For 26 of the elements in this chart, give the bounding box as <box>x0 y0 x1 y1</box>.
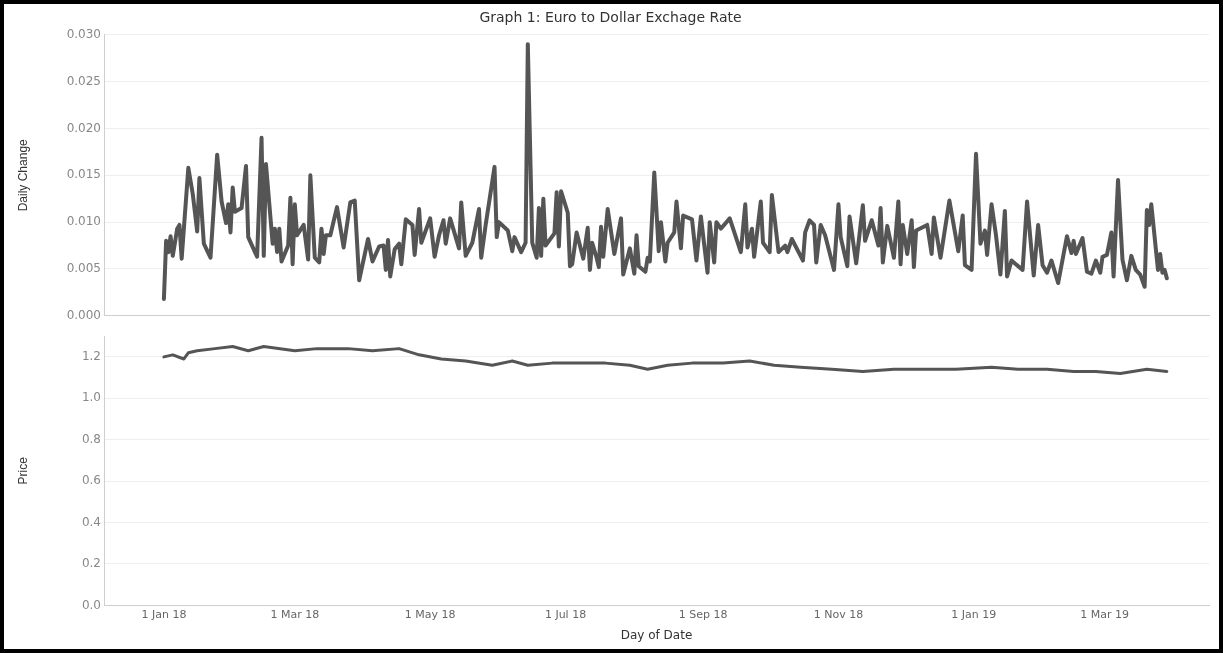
y-tick-label: 0.000 <box>66 307 101 322</box>
y-tick-label: 0.020 <box>66 120 101 135</box>
y-axis-title: Daily Change <box>15 138 30 212</box>
y-axis-title: Price <box>15 456 30 485</box>
y-tick-label: 0.6 <box>81 473 101 488</box>
y-tick-label: 0.030 <box>66 26 101 41</box>
y-tick-label: 1.0 <box>81 390 101 405</box>
x-tick-label: 1 Jan 18 <box>141 607 187 621</box>
chart-title: Graph 1: Euro to Dollar Exchage Rate <box>479 9 742 26</box>
x-tick-label: 1 Sep 18 <box>678 607 728 621</box>
y-tick-label: 0.4 <box>81 514 101 529</box>
y-tick-label: 0.015 <box>66 167 101 182</box>
x-tick-label: 1 Mar 18 <box>270 607 320 621</box>
x-tick-label: 1 Jan 19 <box>951 607 997 621</box>
y-tick-label: 0.8 <box>81 431 101 446</box>
y-tick-label: 0.010 <box>66 214 101 229</box>
y-tick-label: 0.005 <box>66 261 101 276</box>
x-tick-label: 1 May 18 <box>404 607 456 621</box>
x-axis-title: Day of Date <box>620 627 693 642</box>
x-tick-label: 1 Nov 18 <box>813 607 864 621</box>
x-tick-label: 1 Mar 19 <box>1080 607 1130 621</box>
y-tick-label: 1.2 <box>81 349 101 364</box>
y-tick-label: 0.025 <box>66 73 101 88</box>
x-tick-label: 1 Jul 18 <box>544 607 587 621</box>
y-tick-label: 0.2 <box>81 556 101 571</box>
y-tick-label: 0.0 <box>81 597 101 612</box>
